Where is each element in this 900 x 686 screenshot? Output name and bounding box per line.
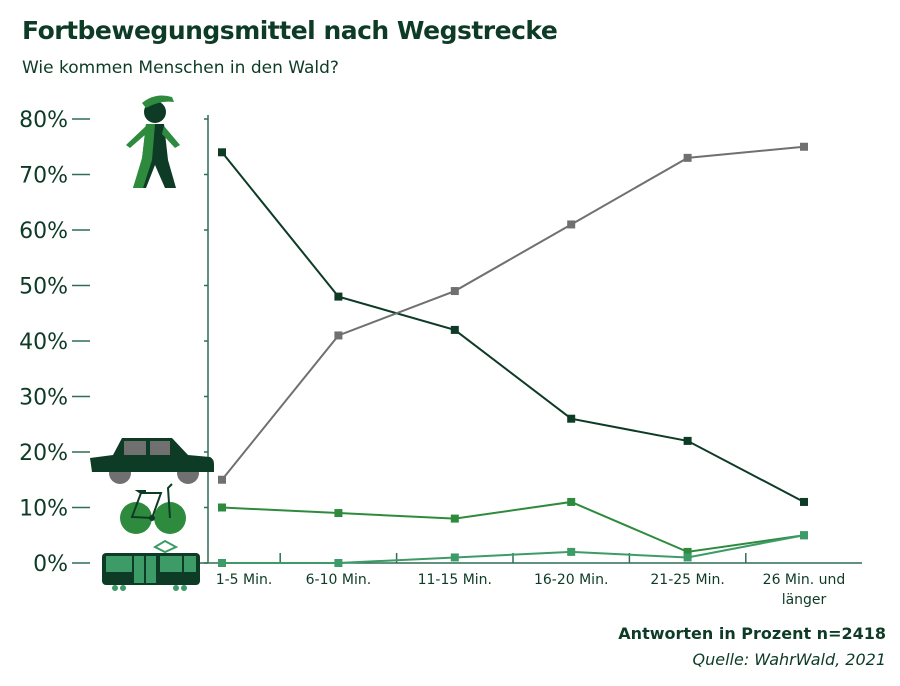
- data-point: [567, 220, 576, 229]
- data-point: [450, 514, 459, 523]
- x-tick-label: 26 Min. und: [763, 572, 846, 588]
- series-line-walking-person: [221, 151, 805, 503]
- bicycle-icon: [120, 483, 186, 534]
- x-tick-label: länger: [782, 592, 827, 608]
- data-point: [218, 475, 226, 484]
- series-line-bicycle: [221, 500, 805, 553]
- data-point: [683, 547, 692, 556]
- y-tick-label: 20%: [19, 441, 68, 466]
- data-point: [683, 153, 692, 162]
- x-tick-label: 6-10 Min.: [306, 572, 372, 588]
- data-point: [683, 553, 692, 562]
- y-tick-label: 30%: [19, 386, 68, 411]
- series-line-tram: [222, 534, 805, 564]
- x-tick-label: 11-15 Min.: [418, 572, 492, 588]
- data-point: [450, 287, 459, 296]
- data-point: [218, 559, 226, 567]
- footer-note: Antworten in Prozent n=2418: [618, 624, 886, 643]
- data-point: [218, 503, 226, 512]
- car-icon: [90, 438, 214, 484]
- y-tick-label: 10%: [19, 497, 68, 522]
- data-point: [567, 497, 576, 506]
- chart-subtitle: Wie kommen Menschen in den Wald?: [22, 58, 339, 78]
- y-tick-label: 40%: [19, 330, 68, 355]
- data-point: [800, 531, 808, 540]
- data-point: [334, 292, 343, 301]
- y-tick-label: 50%: [19, 275, 68, 300]
- data-point: [567, 547, 576, 556]
- data-point: [567, 414, 576, 423]
- data-point: [800, 142, 808, 151]
- data-point: [334, 331, 343, 340]
- data-point: [218, 148, 226, 157]
- y-tick-label: 80%: [19, 108, 68, 133]
- data-point: [334, 559, 343, 567]
- y-tick-label: 60%: [19, 219, 68, 244]
- series-line-car: [221, 145, 805, 481]
- data-point: [450, 325, 459, 334]
- y-tick-label: 0%: [33, 552, 68, 577]
- chart-title: Fortbewegungsmittel nach Wegstrecke: [22, 16, 558, 45]
- tram-icon: [102, 539, 200, 591]
- data-point: [334, 509, 343, 518]
- footer-source: Quelle: WahrWald, 2021: [692, 650, 887, 669]
- x-tick-label: 21-25 Min.: [650, 572, 724, 588]
- data-point: [800, 497, 808, 506]
- data-point: [450, 553, 459, 562]
- x-tick-label: 1-5 Min.: [216, 572, 273, 588]
- data-point: [683, 436, 692, 445]
- walking-person-icon: [126, 95, 180, 188]
- x-tick-label: 16-20 Min.: [534, 572, 608, 588]
- y-tick-label: 70%: [19, 164, 68, 189]
